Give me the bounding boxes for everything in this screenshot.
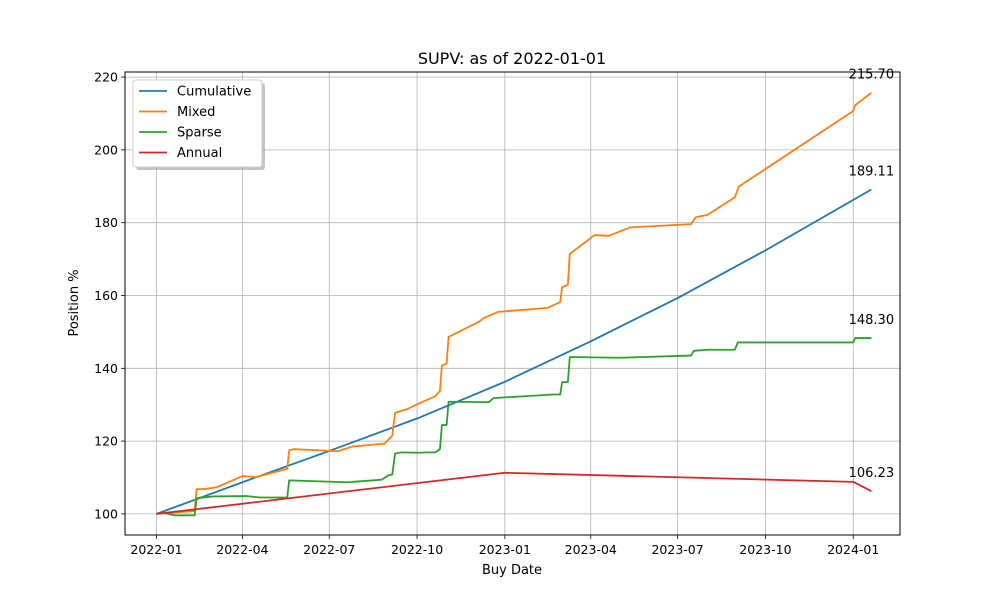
series-layer [156,92,872,517]
y-tick-label: 160 [94,288,118,303]
y-tick-label: 200 [94,142,118,157]
end-label-annual: 106.23 [849,466,895,481]
series-line-annual [156,471,872,515]
x-tick-label: 2023-01 [479,542,531,557]
x-tick-label: 2023-10 [739,542,791,557]
y-tick-label: 120 [94,434,118,449]
end-label-cumulative: 189.11 [849,165,895,180]
x-tick-label: 2022-04 [216,542,268,557]
x-tick-label: 2024-01 [827,542,879,557]
x-axis-label: Buy Date [482,563,542,578]
x-tick-label: 2022-10 [391,542,443,557]
legend-label-sparse: Sparse [177,126,222,141]
y-tick-label: 140 [94,361,118,376]
legend-label-cumulative: Cumulative [177,85,251,100]
end-label-mixed: 215.70 [849,68,895,83]
x-tick-label: 2022-07 [303,542,355,557]
x-tick-label: 2022-01 [130,542,182,557]
gridlines [125,72,900,535]
legend-label-mixed: Mixed [177,105,215,120]
x-axis: 2022-01 2022-04 2022-07 2022-10 2023-01 2023-… [130,535,879,557]
chart-title: SUPV: as of 2022-01-01 [418,49,606,68]
series-line-sparse [156,337,872,517]
y-tick-label: 220 [94,70,118,85]
series-line-cumulative [156,188,872,515]
y-axis-label: Position % [67,269,82,336]
plot-frame [124,71,901,536]
series-line-mixed [156,92,872,515]
y-axis: 100 120 140 160 180 200 220 [94,70,125,521]
x-tick-label: 2023-07 [651,542,703,557]
legend-label-annual: Annual [177,146,222,161]
y-tick-label: 100 [94,506,118,521]
y-tick-label: 180 [94,215,118,230]
end-labels: 189.11 215.70 148.30 106.23 [849,68,895,481]
x-tick-label: 2023-04 [565,542,617,557]
end-label-sparse: 148.30 [849,313,895,328]
legend-box [132,79,263,168]
legend: Cumulative Mixed Sparse Annual [132,79,265,170]
